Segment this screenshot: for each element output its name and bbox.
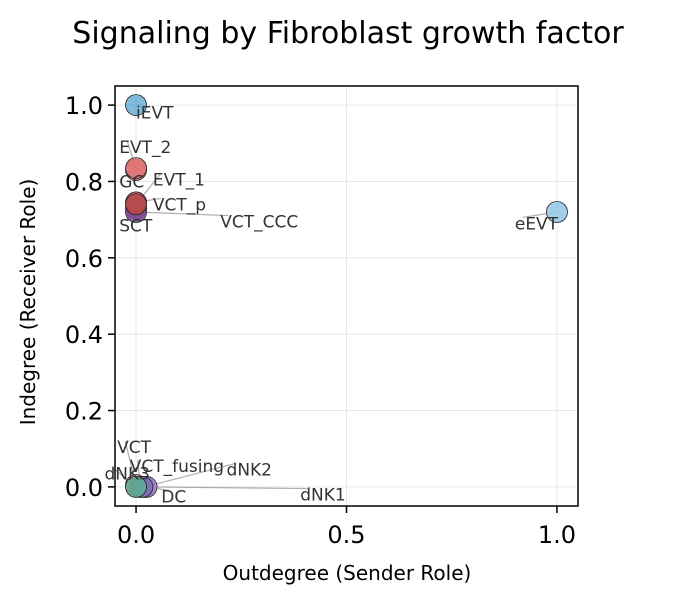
y-tick-label: 0.8 — [65, 168, 103, 196]
point-label: dNK3 — [104, 465, 149, 485]
data-point — [125, 193, 147, 216]
leader-line — [144, 463, 235, 488]
grid — [115, 86, 578, 506]
point-label: DC — [161, 487, 186, 507]
point-label: VCT — [117, 438, 151, 458]
point-label: EVT_1 — [153, 171, 205, 191]
y-axis-label: Indegree (Receiver Role) — [16, 179, 40, 426]
data-point — [546, 201, 568, 223]
y-tick-label: 0.0 — [65, 474, 103, 502]
data-point — [125, 94, 147, 116]
y-tick-label: 0.6 — [65, 245, 103, 273]
point-label: SCT — [119, 216, 153, 236]
leader-line — [142, 486, 309, 490]
y-tick-label: 1.0 — [65, 92, 103, 120]
point-label: VCT_CCC — [220, 213, 298, 233]
y-tick-label: 0.2 — [65, 398, 103, 426]
point-labels: iEVT EVT_2 GC EVT_1 VCT_p VCT_CCC SCT eEVT VCTVC… — [104, 104, 558, 508]
point-label: dNK1 — [300, 486, 345, 506]
point-label: eEVT — [515, 214, 559, 234]
point-label: GC — [119, 172, 144, 192]
leader-line — [136, 211, 229, 217]
chart-title: Signaling by Fibroblast growth factor — [72, 16, 624, 51]
y-tick-label: 0.4 — [65, 321, 103, 349]
data-point — [125, 157, 147, 179]
x-tick-label: 0.5 — [327, 521, 365, 549]
point-label: dNK2 — [227, 461, 272, 481]
x-tick-label: 1.0 — [538, 521, 576, 549]
data-point — [125, 476, 147, 498]
point-label: VCT_p — [153, 195, 206, 215]
points — [125, 94, 568, 498]
point-label: EVT_2 — [119, 138, 171, 158]
x-tick-label: 0.0 — [117, 521, 155, 549]
leader-lines — [112, 104, 558, 492]
y-axis-ticks: 0.0 0.2 0.4 0.6 0.8 1.0 — [65, 92, 115, 502]
x-axis-ticks: 0.0 0.5 1.0 — [117, 506, 576, 549]
point-label: iEVT — [136, 104, 174, 124]
x-axis-label: Outdegree (Sender Role) — [223, 561, 472, 585]
point-label: VCT_fusing — [130, 457, 224, 477]
